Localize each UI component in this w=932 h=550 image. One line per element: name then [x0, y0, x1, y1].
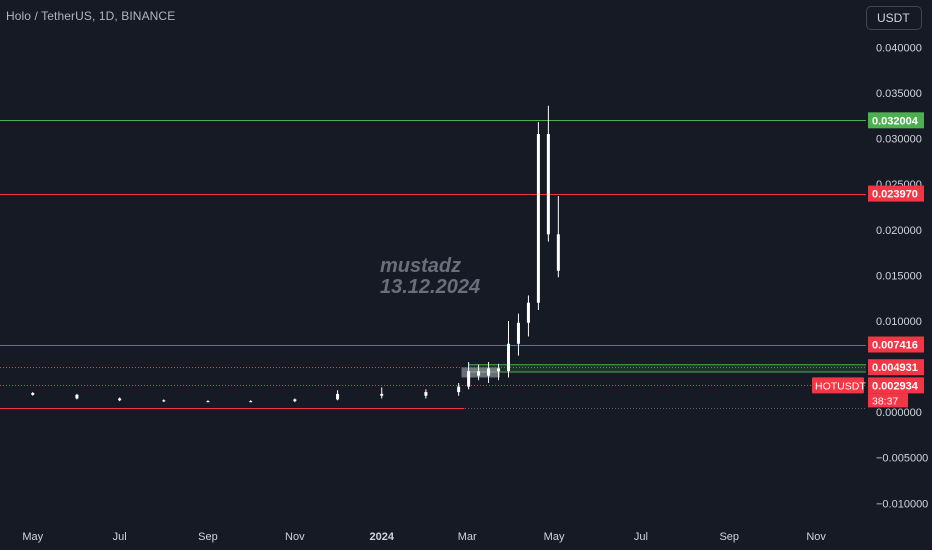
candle-2023-06-01[interactable]	[75, 393, 79, 400]
y-tick-label: −0.010000	[876, 498, 928, 510]
price-label-text: 0.032004	[872, 115, 919, 127]
y-tick-label: 0.035000	[876, 88, 922, 100]
current-symbol-tag	[812, 377, 864, 394]
candle-body	[206, 401, 210, 403]
candle-body	[75, 394, 79, 399]
x-tick-label-jul: Jul	[113, 531, 127, 543]
candle-2023-11-01[interactable]	[293, 398, 297, 403]
x-tick-label-jul: Jul	[634, 531, 648, 543]
current-symbol-text: HOTUSDT	[815, 380, 866, 392]
candle-2024-02-24[interactable]	[457, 382, 461, 396]
x-tick-label-sep: Sep	[719, 531, 739, 543]
x-tick-label-nov: Nov	[806, 531, 826, 543]
countdown-tag	[868, 393, 908, 408]
candle-body	[477, 371, 481, 376]
x-tick-label-mar: Mar	[458, 531, 477, 543]
candle-2024-01-01[interactable]	[380, 387, 384, 399]
y-tick-label: 0.030000	[876, 134, 922, 146]
price-label-text: 0.007416	[872, 340, 918, 352]
x-tick-label-sep: Sep	[198, 531, 218, 543]
candle-2024-04-27[interactable]	[546, 105, 550, 242]
candle-body	[506, 343, 510, 372]
price-label-0.023970	[868, 185, 924, 202]
x-tick-label-may: May	[22, 531, 43, 543]
author-watermark: mustadz 13.12.2024	[380, 256, 480, 298]
zone-green-0[interactable]	[468, 364, 866, 373]
price-label-0.032004	[868, 112, 924, 129]
watermark-date: 13.12.2024	[380, 276, 481, 298]
candle-2023-09-01[interactable]	[206, 400, 210, 403]
y-tick-label: 0.020000	[876, 225, 922, 237]
candle-body	[556, 234, 560, 271]
candle-body	[457, 386, 461, 393]
candle-body	[118, 398, 122, 401]
zone-gray-1[interactable]	[461, 367, 500, 378]
candle-2024-04-06[interactable]	[516, 313, 520, 356]
x-tick-label-nov: Nov	[285, 531, 305, 543]
candle-body	[487, 368, 491, 376]
price-label-0.007416	[868, 336, 924, 353]
y-tick-label: 0.000000	[876, 407, 922, 419]
candle-body	[526, 302, 530, 323]
candle-2024-03-02[interactable]	[467, 361, 471, 390]
x-tick-label-may: May	[544, 531, 565, 543]
candle-body	[380, 393, 384, 396]
candle-2023-07-01[interactable]	[118, 397, 122, 402]
candle-body	[546, 134, 550, 235]
candle-2024-04-13[interactable]	[526, 295, 530, 337]
candle-body	[536, 134, 540, 303]
currency-selector-button[interactable]: USDT	[866, 6, 922, 30]
y-tick-label: 0.040000	[876, 42, 922, 54]
candle-2024-02-01[interactable]	[424, 389, 428, 399]
candle-2024-03-16[interactable]	[487, 361, 491, 383]
candle-2024-04-20[interactable]	[536, 122, 540, 311]
candle-body	[516, 322, 520, 344]
price-label-text: 0.004931	[872, 362, 918, 374]
candle-2023-10-01[interactable]	[249, 400, 253, 403]
candle-body	[336, 393, 340, 400]
candle-2023-12-01[interactable]	[336, 390, 340, 401]
x-tick-label-2024: 2024	[369, 531, 394, 543]
candle-body	[467, 371, 471, 387]
candle-body	[162, 400, 166, 402]
y-tick-label: 0.010000	[876, 316, 922, 328]
candle-2023-08-01[interactable]	[162, 399, 166, 403]
candle-2024-03-30[interactable]	[506, 320, 510, 378]
y-tick-label: 0.015000	[876, 270, 922, 282]
price-label-0.002934	[868, 377, 924, 394]
candle-body	[293, 399, 297, 402]
countdown-text: 38:37	[872, 395, 898, 407]
candle-2024-05-04[interactable]	[556, 196, 560, 278]
price-label-text: 0.002934	[872, 380, 919, 392]
candle-body	[31, 392, 35, 395]
candle-2024-03-23[interactable]	[497, 363, 501, 381]
price-label-0.004931	[868, 359, 924, 376]
candle-body	[424, 392, 428, 396]
candle-body	[497, 368, 501, 372]
candle-2024-03-09[interactable]	[477, 364, 481, 381]
price-label-text: 0.023970	[872, 189, 918, 201]
symbol-title: Holo / TetherUS, 1D, BINANCE	[6, 9, 176, 23]
y-tick-label: −0.005000	[876, 453, 928, 465]
candle-2023-05-01[interactable]	[31, 392, 35, 396]
candle-body	[249, 401, 253, 403]
watermark-author: mustadz	[380, 255, 462, 277]
